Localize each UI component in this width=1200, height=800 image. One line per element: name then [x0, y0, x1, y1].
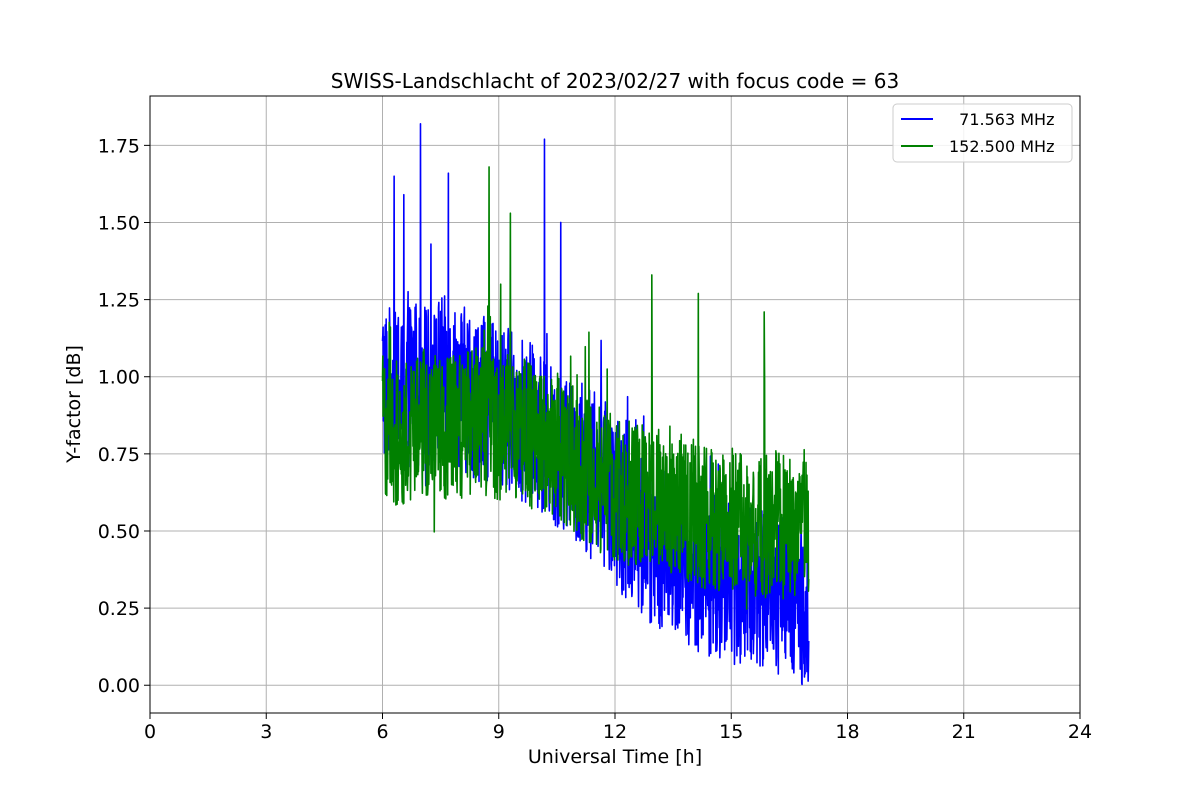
y-tick-label: 0.50	[98, 521, 140, 543]
chart-title: SWISS-Landschlacht of 2023/02/27 with fo…	[331, 69, 899, 93]
y-tick-label: 0.25	[98, 598, 140, 620]
ticks: 0 3 6 9 12 15 18 21 24 0.00 0.25 0.50 0.75 1.00 1.25 1.…	[98, 135, 1092, 743]
plot-series	[381, 122, 810, 686]
y-tick-label: 1.00	[98, 367, 140, 389]
legend-label: 71.563 MHz	[949, 110, 1054, 129]
legend-label: 152.500 MHz	[949, 137, 1054, 156]
y-tick-label: 1.50	[98, 212, 140, 234]
legend: 71.563 MHz 152.500 MHz	[892, 103, 1073, 163]
series-line-green	[381, 166, 810, 610]
y-tick-label: 0.00	[98, 675, 140, 697]
x-tick-label: 15	[719, 721, 743, 743]
y-tick-label: 0.75	[98, 444, 140, 466]
legend-box	[892, 103, 1073, 163]
x-tick-label: 9	[493, 721, 505, 743]
y-tick-label: 1.75	[98, 135, 140, 157]
y-axis-label: Y-factor [dB]	[63, 345, 85, 464]
x-tick-label: 3	[260, 721, 272, 743]
x-axis-label: Universal Time [h]	[528, 746, 702, 768]
x-tick-label: 0	[144, 721, 156, 743]
x-tick-label: 18	[835, 721, 859, 743]
x-tick-label: 21	[952, 721, 976, 743]
y-tick-label: 1.25	[98, 290, 140, 312]
x-tick-label: 6	[376, 721, 388, 743]
x-tick-label: 24	[1068, 721, 1092, 743]
x-tick-label: 12	[603, 721, 627, 743]
